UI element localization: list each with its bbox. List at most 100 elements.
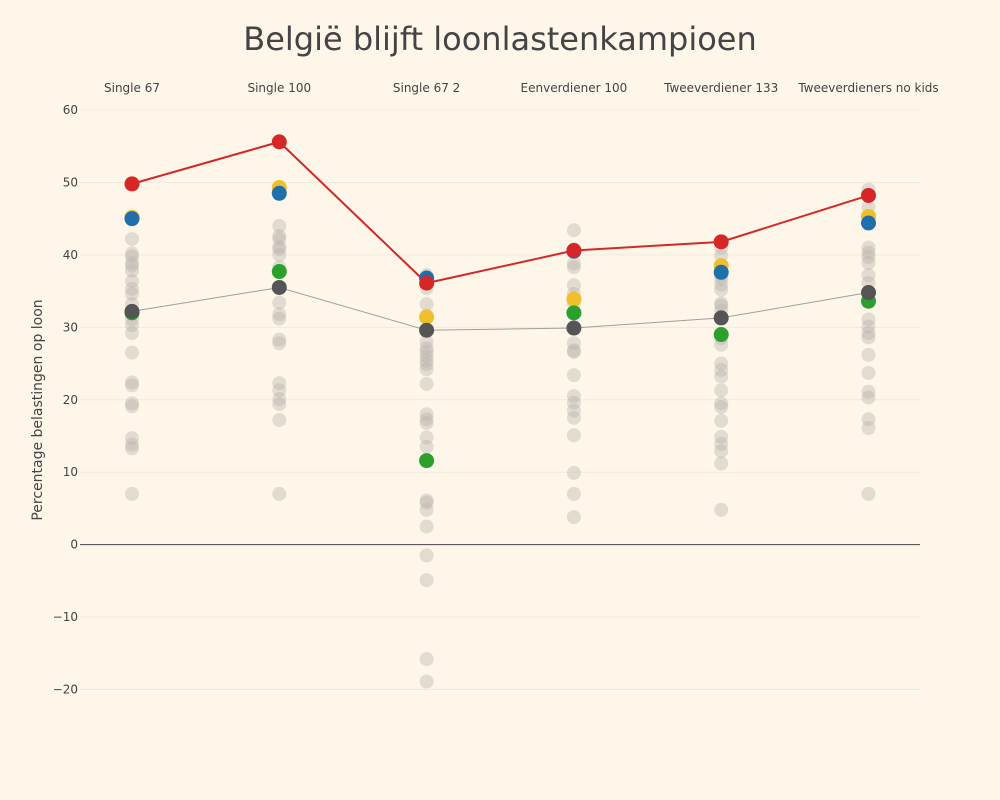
- highlight-point: [566, 305, 582, 321]
- category-label: Tweeverdieners no kids: [797, 81, 938, 95]
- y-tick-label: 40: [63, 248, 78, 262]
- other-country-point: [125, 258, 139, 273]
- highlight-point: [861, 285, 876, 301]
- other-country-point: [272, 231, 287, 246]
- other-country-point: [125, 273, 139, 288]
- other-country-point: [419, 297, 434, 312]
- other-country-point: [272, 242, 287, 257]
- gridlines: [80, 109, 920, 690]
- other-country-point: [566, 336, 581, 351]
- other-country-point: [714, 356, 729, 371]
- other-country-point: [419, 357, 434, 372]
- other-country-point: [861, 268, 876, 283]
- other-country-point: [714, 502, 729, 517]
- other-country-point: [125, 318, 139, 333]
- other-country-point: [419, 344, 434, 359]
- other-country-point: [125, 263, 139, 278]
- other-country-point: [714, 298, 729, 313]
- other-country-point: [125, 437, 139, 452]
- y-tick-label: −10: [53, 610, 78, 624]
- y-tick-label: 30: [63, 320, 78, 334]
- highlight-point: [419, 275, 435, 291]
- other-country-point: [272, 383, 287, 398]
- other-country-point: [861, 412, 876, 427]
- other-country-point: [566, 278, 581, 293]
- other-country-point: [714, 296, 729, 311]
- series-lines: [131, 140, 869, 331]
- series-line: [131, 140, 869, 285]
- other-country-point: [419, 349, 434, 364]
- other-country-point: [861, 312, 876, 327]
- other-country-point: [272, 311, 287, 326]
- other-country-point: [714, 444, 729, 459]
- other-country-point: [125, 281, 139, 296]
- highlight-point: [861, 215, 876, 231]
- y-axis-ticks: 60 50 40 30 20 10 0 −10 −20: [53, 103, 78, 697]
- other-country-point: [419, 439, 434, 454]
- other-country-point: [419, 519, 434, 534]
- other-country-point: [419, 502, 434, 517]
- other-country-point: [714, 248, 729, 263]
- highlight-point: [419, 322, 435, 338]
- other-country-point: [861, 330, 876, 345]
- category-label: Single 67 2: [393, 81, 460, 95]
- other-country-point: [125, 486, 139, 501]
- other-country-point: [419, 353, 434, 368]
- highlight-point: [713, 327, 729, 343]
- highlight-point: [713, 264, 729, 280]
- highlight-points: [124, 134, 876, 469]
- other-country-point: [861, 421, 876, 436]
- y-tick-label: 20: [63, 393, 78, 407]
- other-country-point: [125, 255, 139, 270]
- y-tick-label: 0: [70, 538, 78, 552]
- other-country-point: [125, 286, 139, 301]
- other-country-point: [566, 343, 581, 358]
- other-country-point: [272, 332, 287, 347]
- other-country-point: [419, 334, 434, 349]
- other-country-point: [861, 319, 876, 334]
- other-countries-points: [125, 182, 876, 689]
- other-country-point: [125, 396, 139, 411]
- other-country-point: [419, 430, 434, 445]
- other-country-point: [861, 486, 876, 501]
- other-country-point: [714, 429, 729, 444]
- chart-title: België blijft loonlastenkampioen: [243, 20, 757, 58]
- other-country-point: [714, 456, 729, 471]
- other-country-point: [714, 436, 729, 451]
- other-country-point: [714, 282, 729, 297]
- other-country-point: [566, 389, 581, 404]
- other-country-point: [419, 495, 434, 510]
- other-country-point: [125, 231, 139, 246]
- other-country-point: [272, 239, 287, 254]
- other-country-point: [272, 229, 287, 244]
- other-country-point: [272, 376, 287, 391]
- y-axis-label: Percentage belastingen op loon: [30, 299, 46, 520]
- other-country-point: [861, 365, 876, 380]
- other-country-point: [714, 396, 729, 411]
- other-country-point: [566, 395, 581, 410]
- category-label: Eenverdiener 100: [521, 81, 628, 95]
- other-country-point: [861, 326, 876, 341]
- other-country-point: [566, 428, 581, 443]
- y-tick-label: −20: [53, 683, 78, 697]
- y-tick-label: 10: [63, 465, 78, 479]
- highlight-point: [124, 176, 140, 192]
- highlight-point: [271, 185, 287, 201]
- other-country-point: [419, 493, 434, 508]
- highlight-point: [566, 320, 582, 336]
- other-country-point: [566, 486, 581, 501]
- category-label: Single 67: [104, 81, 160, 95]
- other-country-point: [861, 240, 876, 255]
- other-country-point: [125, 246, 139, 261]
- other-country-point: [714, 413, 729, 428]
- other-country-point: [566, 256, 581, 271]
- y-tick-label: 50: [63, 175, 78, 189]
- other-country-point: [419, 573, 434, 588]
- category-label: Tweeverdiener 133: [663, 81, 778, 95]
- other-country-point: [272, 397, 287, 412]
- other-country-point: [272, 336, 287, 351]
- other-country-point: [419, 415, 434, 430]
- other-country-point: [566, 223, 581, 238]
- y-tick-label: 60: [63, 103, 78, 117]
- other-country-point: [566, 510, 581, 525]
